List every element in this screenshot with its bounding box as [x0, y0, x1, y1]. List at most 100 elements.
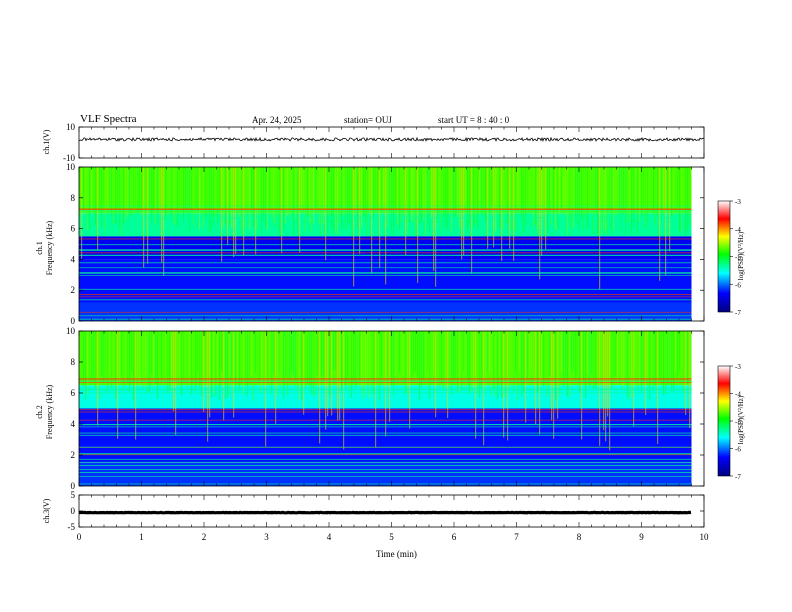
ch1-spectrogram-noise-col — [435, 167, 437, 287]
ch1-spectrogram-noise-col — [183, 167, 185, 222]
ch2-spectrogram-noise-col — [517, 331, 519, 401]
ch1-spectrogram-noise-col — [129, 167, 131, 220]
ch2-spectrogram-noise-col — [531, 331, 533, 371]
ch2-spectrogram-noise-col — [383, 331, 385, 381]
ch2-spectrogram-noise-col — [301, 331, 303, 400]
ch1-spectrogram-noise-col — [675, 167, 677, 212]
ch1-spectrogram-noise-col — [397, 167, 399, 225]
ch1-spectrogram-noise-col — [153, 167, 155, 210]
ch1-spectrogram-noise-col — [611, 167, 613, 235]
ch2-spectrogram-noise-col — [681, 331, 683, 371]
ch2-spectrogram-noise-col — [213, 331, 215, 394]
ch1-spectrogram-noise-col — [117, 167, 119, 208]
ch1-spectrogram-noise-col — [145, 167, 147, 216]
ch1-spectrogram-noise-col — [325, 167, 327, 261]
ch1-spectrogram-noise-col — [403, 167, 405, 215]
ch2-spectrogram-colorbar — [717, 365, 731, 477]
ch2-spectrogram-noise-col — [451, 331, 453, 396]
ch1-spectrogram-noise-col — [571, 167, 573, 230]
ch2-spectrogram-noise-col — [477, 331, 479, 394]
ch1-spectrogram-noise-col — [95, 167, 97, 225]
ch1-spectrogram-noise-col — [557, 167, 559, 230]
ch2-spectrogram-noise-col — [239, 331, 241, 391]
ch1-spectrogram-noise-col — [641, 167, 643, 217]
ch2-spectrogram-noise-col — [567, 331, 569, 397]
ch1-spectrogram-noise-col — [395, 167, 397, 209]
ch1-spectrogram-noise-col — [645, 167, 647, 228]
ch1-spectrogram-noise-col — [617, 167, 619, 210]
ch1-spectrogram-noise-col — [79, 167, 81, 217]
ch1-spectrogram-noise-col — [185, 167, 187, 209]
ch2-spectrogram-noise-col — [371, 331, 373, 380]
ch1-spectrogram-noise-col — [351, 167, 353, 235]
ch2-spectrogram-noise-col — [297, 331, 299, 390]
ch2-spectrogram-noise-col — [353, 331, 355, 383]
ch2-spectrogram-noise-col — [625, 331, 627, 377]
ch2-spectrogram-noise-col — [547, 331, 549, 398]
ch2-spectrogram-noise-col — [305, 331, 307, 388]
ch2-spectrogram-noise-col — [233, 331, 235, 418]
ch1-spectrogram-noise-col — [513, 167, 515, 261]
ch1-spectrogram-noise-col — [563, 167, 565, 214]
ch1-spectrogram-noise-col — [193, 167, 195, 226]
ch1-spectrogram-noise-col — [173, 167, 175, 223]
ch2-spectrogram-colorbar-tick-label: -7 — [735, 473, 741, 481]
ch1-spectrogram-noise-col — [389, 167, 391, 211]
ch2-spectrogram-noise-col — [311, 331, 313, 395]
ch2-spectrogram-colorbar-tick-label: -6 — [735, 446, 741, 454]
ch2-spectrogram-noise-col — [197, 331, 199, 371]
ch1-spectrogram-noise-col — [623, 167, 625, 214]
ch1-spectrogram-noise-col — [405, 167, 407, 255]
ch1-spectrogram-noise-col — [317, 167, 319, 207]
ch1-spectrogram-noise-col — [627, 167, 629, 224]
ch2-spectrogram-noise-col — [205, 331, 207, 373]
ch2-spectrogram-noise-col — [419, 331, 421, 401]
ch2-spectrogram-noise-col — [119, 331, 121, 384]
ch1-spectrogram-noise-col — [299, 167, 301, 254]
ch2-spectrogram-noise-col — [93, 331, 95, 381]
ch2-spectrogram-noise-col — [167, 331, 169, 394]
ch1-spectrogram-noise-col — [369, 167, 371, 213]
ch2-spectrogram-noise-col — [551, 331, 553, 421]
ch2-spectrogram-noise-col — [533, 331, 535, 379]
ch1-spectrogram-noise-col — [167, 167, 169, 216]
ch2-spectrogram-noise-col — [359, 331, 361, 380]
ch1-spectrogram-noise-col — [581, 167, 583, 221]
ch2-spectrogram-noise-col — [659, 331, 661, 379]
ch2-spectrogram-noise-col — [175, 331, 177, 435]
ch1-spectrogram-noise-col — [655, 167, 657, 225]
ch2-spectrogram-noise-col — [145, 331, 147, 387]
ch1-spectrogram-noise-col — [653, 167, 655, 214]
ch1-spectrogram-noise-col — [575, 167, 577, 221]
ch2-spectrogram-noise-col — [171, 331, 173, 392]
ch1-spectrogram-colorbar-tick-label: -4 — [735, 226, 741, 234]
ch1-spectrogram-noise-col — [315, 167, 317, 208]
ch2-spectrogram-noise-col — [363, 331, 365, 399]
ch1-spectrogram-noise-col — [391, 167, 393, 232]
ch1-spectrogram-noise-col — [579, 167, 581, 230]
ch1-spectrogram-noise-col — [187, 167, 189, 218]
ch1-spectrogram-noise-col — [427, 167, 429, 226]
ch2-spectrogram-noise-col — [569, 331, 571, 398]
ch2-spectrogram-noise-col — [169, 331, 171, 390]
ch2-spectrogram-noise-col — [251, 331, 253, 376]
ch1-spectrogram-noise-col — [261, 167, 263, 234]
ch1-spectrogram-ytick-label: 0 — [71, 316, 76, 326]
ch1-spectrogram-noise-col — [481, 167, 483, 216]
ch1-spectrogram-noise-col — [399, 167, 401, 230]
xtick-label: 6 — [452, 532, 457, 542]
ch2-spectrogram-noise-col — [493, 331, 495, 390]
ch2-spectrogram-noise-col — [559, 331, 561, 396]
ch1-spectrogram-noise-col — [553, 167, 555, 214]
ch1-spectrogram-noise-col — [307, 167, 309, 216]
ch2-spectrogram-noise-col — [291, 331, 293, 373]
ch1-waveform-ytick-label: -10 — [63, 153, 75, 163]
xtick-label: 3 — [264, 532, 269, 542]
ch2-spectrogram-noise-col — [79, 331, 81, 372]
ch2-spectrogram-noise-col — [645, 331, 647, 416]
ch2-spectrogram-noise-col — [293, 331, 295, 377]
ch2-spectrogram-noise-col — [369, 331, 371, 399]
ch3-waveform-ytick-label: 5 — [71, 490, 76, 500]
